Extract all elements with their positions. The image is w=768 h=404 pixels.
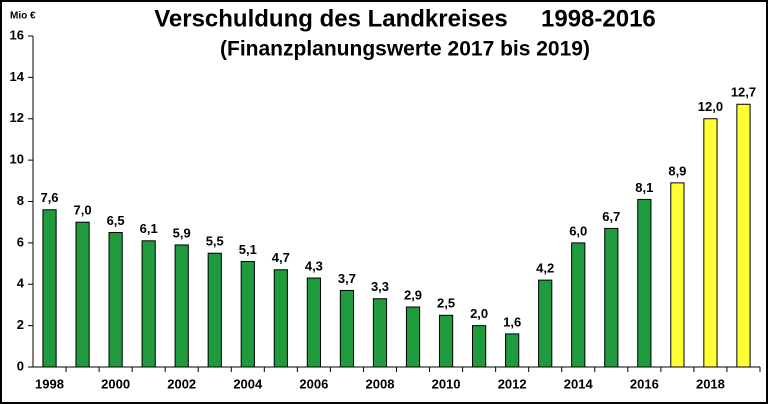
value-label: 7,0 xyxy=(74,203,92,218)
bar xyxy=(571,242,586,368)
x-tick-label: 2016 xyxy=(630,376,659,391)
value-label: 12,0 xyxy=(698,99,723,114)
bar xyxy=(505,333,520,368)
value-label: 12,7 xyxy=(731,85,756,100)
bar xyxy=(703,118,718,368)
value-label: 4,3 xyxy=(305,258,323,273)
x-tick-label: 2000 xyxy=(101,376,130,391)
bar xyxy=(207,252,222,368)
value-label: 5,5 xyxy=(206,234,224,249)
bar xyxy=(670,182,685,368)
bar xyxy=(42,209,57,368)
chart-subtitle: (Finanzplanungswerte 2017 bis 2019) xyxy=(220,38,590,61)
y-tick-label: 12 xyxy=(10,110,24,125)
bar xyxy=(637,198,652,368)
bar xyxy=(472,325,487,368)
y-tick-label: 14 xyxy=(10,69,25,84)
bar xyxy=(306,277,321,368)
x-tick-label: 1998 xyxy=(35,376,64,391)
value-label: 2,9 xyxy=(404,287,422,302)
value-label: 7,6 xyxy=(40,190,58,205)
x-tick-label: 2010 xyxy=(432,376,461,391)
y-tick-label: 16 xyxy=(10,27,24,42)
value-label: 3,7 xyxy=(338,271,356,286)
value-label: 6,0 xyxy=(569,223,587,238)
value-label: 6,5 xyxy=(107,213,125,228)
y-tick-label: 0 xyxy=(17,358,24,373)
chart-title: Verschuldung des Landkreises 1998-2016 xyxy=(154,5,656,32)
value-label: 1,6 xyxy=(503,314,521,329)
x-tick-label: 2008 xyxy=(366,376,395,391)
bar xyxy=(438,314,454,368)
value-label: 6,7 xyxy=(602,209,620,224)
x-tick-label: 2004 xyxy=(233,376,263,391)
bar xyxy=(538,279,553,368)
y-tick-label: 4 xyxy=(17,276,25,291)
bar xyxy=(75,221,90,368)
value-label: 4,7 xyxy=(272,250,290,265)
x-tick-label: 2002 xyxy=(167,376,196,391)
bar xyxy=(174,244,189,368)
value-label: 2,0 xyxy=(470,306,488,321)
bar xyxy=(372,298,388,368)
value-label: 8,9 xyxy=(668,163,686,178)
y-tick-label: 2 xyxy=(17,317,24,332)
value-label: 2,5 xyxy=(437,296,455,311)
bar xyxy=(240,260,255,368)
value-label: 5,1 xyxy=(239,242,257,257)
y-tick-label: 8 xyxy=(17,193,24,208)
y-tick-label: 6 xyxy=(17,234,24,249)
value-label: 6,1 xyxy=(140,221,158,236)
y-axis-label: Mio € xyxy=(10,11,36,22)
y-tick-label: 10 xyxy=(10,152,24,167)
value-label: 8,1 xyxy=(635,180,653,195)
x-tick-label: 2014 xyxy=(564,376,594,391)
x-tick-label: 2012 xyxy=(498,376,527,391)
x-tick-label: 2006 xyxy=(299,376,328,391)
x-tick-label: 2018 xyxy=(696,376,725,391)
bar xyxy=(604,227,619,368)
bar xyxy=(273,269,288,368)
bar xyxy=(108,232,123,368)
bar xyxy=(141,240,156,368)
value-label: 3,3 xyxy=(371,279,389,294)
value-label: 4,2 xyxy=(536,261,554,276)
bar xyxy=(405,306,421,368)
bar xyxy=(736,103,751,368)
bar xyxy=(339,289,355,368)
value-label: 5,9 xyxy=(173,225,191,240)
